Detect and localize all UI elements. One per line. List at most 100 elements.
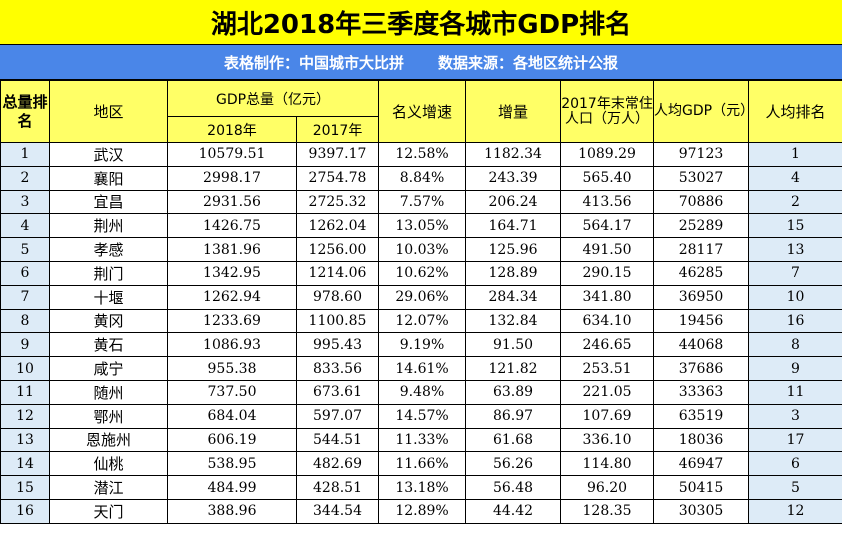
city-cell: 天门	[49, 498, 168, 524]
increase-cell: 125.96	[465, 237, 562, 262]
gdp-2017-cell: 2725.32	[295, 189, 380, 215]
rank-cell: 3	[0, 189, 50, 215]
growth-cell: 12.58%	[378, 142, 467, 167]
increase-cell: 56.26	[465, 451, 562, 477]
gdp-2017-cell: 978.60	[295, 284, 380, 310]
gdp-2018-cell: 1381.96	[167, 237, 297, 262]
gdp-2018-cell: 1233.69	[167, 308, 297, 334]
increase-cell: 164.71	[465, 213, 562, 239]
growth-cell: 8.84%	[378, 165, 467, 191]
table-row: 8 黄冈 1233.69 1100.85 12.07% 132.84 634.10 19456…	[0, 308, 842, 334]
gdp-2017-cell: 544.51	[295, 427, 380, 453]
gdp-2017-cell: 597.07	[295, 403, 380, 429]
per-capita-rank-cell: 15	[748, 213, 842, 239]
table-row: 6 荆门 1342.95 1214.06 10.62% 128.89 290.15 46285…	[0, 260, 842, 286]
rank-cell: 11	[0, 379, 50, 405]
growth-cell: 11.66%	[378, 451, 467, 477]
gdp-2018-cell: 10579.51	[167, 142, 297, 167]
table-row: 13 恩施州 606.19 544.51 11.33% 61.68 336.10 18036 1…	[0, 427, 842, 453]
header-year-2017: 2017年	[295, 116, 380, 143]
rank-cell: 5	[0, 237, 50, 262]
per-capita-gdp-cell: 19456	[653, 308, 750, 334]
growth-cell: 10.62%	[378, 260, 467, 286]
population-cell: 564.17	[560, 213, 655, 239]
gdp-2017-cell: 1256.00	[295, 237, 380, 262]
population-cell: 221.05	[560, 379, 655, 405]
rank-cell: 6	[0, 260, 50, 286]
growth-cell: 13.05%	[378, 213, 467, 239]
gdp-2017-cell: 2754.78	[295, 165, 380, 191]
rank-cell: 4	[0, 213, 50, 239]
table-row: 14 仙桃 538.95 482.69 11.66% 56.26 114.80 46947 6	[0, 451, 842, 477]
population-cell: 253.51	[560, 356, 655, 381]
increase-cell: 63.89	[465, 379, 562, 405]
city-cell: 十堰	[49, 284, 168, 310]
rank-cell: 13	[0, 427, 50, 453]
table-row: 2 襄阳 2998.17 2754.78 8.84% 243.39 565.40 53027 4	[0, 165, 842, 191]
population-cell: 290.15	[560, 260, 655, 286]
increase-cell: 121.82	[465, 356, 562, 381]
per-capita-gdp-cell: 70886	[653, 189, 750, 215]
per-capita-gdp-cell: 25289	[653, 213, 750, 239]
table-body: 1 武汉 10579.51 9397.17 12.58% 1182.34 1089.29 97…	[0, 142, 842, 524]
city-cell: 荆门	[49, 260, 168, 286]
table-row: 3 宜昌 2931.56 2725.32 7.57% 206.24 413.56 70886 2	[0, 189, 842, 215]
table-row: 15 潜江 484.99 428.51 13.18% 56.48 96.20 50415 5	[0, 475, 842, 500]
growth-cell: 14.57%	[378, 403, 467, 429]
rank-cell: 8	[0, 308, 50, 334]
gdp-2018-cell: 538.95	[167, 451, 297, 477]
table-header: 总量排名 地区 GDP总量（亿元） 名义增速 增量 2017年末常住人口（万人）…	[0, 80, 842, 143]
table-row: 5 孝感 1381.96 1256.00 10.03% 125.96 491.50 28117…	[0, 237, 842, 262]
table-row: 12 鄂州 684.04 597.07 14.57% 86.97 107.69 63519 3	[0, 403, 842, 429]
rank-cell: 10	[0, 356, 50, 381]
per-capita-rank-cell: 13	[748, 237, 842, 262]
gdp-2017-cell: 833.56	[295, 356, 380, 381]
growth-cell: 9.19%	[378, 332, 467, 358]
per-capita-rank-cell: 6	[748, 451, 842, 477]
growth-cell: 7.57%	[378, 189, 467, 215]
rank-cell: 12	[0, 403, 50, 429]
city-cell: 鄂州	[49, 403, 168, 429]
per-capita-gdp-cell: 33363	[653, 379, 750, 405]
population-cell: 491.50	[560, 237, 655, 262]
population-cell: 128.35	[560, 498, 655, 524]
page-title: 湖北2018年三季度各城市GDP排名	[0, 0, 842, 45]
gdp-2017-cell: 1262.04	[295, 213, 380, 239]
city-cell: 恩施州	[49, 427, 168, 453]
growth-cell: 13.18%	[378, 475, 467, 500]
rank-cell: 16	[0, 498, 50, 524]
gdp-2018-cell: 484.99	[167, 475, 297, 500]
city-cell: 武汉	[49, 142, 168, 167]
increase-cell: 132.84	[465, 308, 562, 334]
table-maker-note: 表格制作：中国城市大比拼	[223, 53, 404, 72]
gdp-2017-cell: 1100.85	[295, 308, 380, 334]
header-year-2018: 2018年	[167, 116, 297, 143]
increase-cell: 56.48	[465, 475, 562, 500]
gdp-2018-cell: 1426.75	[167, 213, 297, 239]
population-cell: 565.40	[560, 165, 655, 191]
city-cell: 随州	[49, 379, 168, 405]
table-row: 11 随州 737.50 673.61 9.48% 63.89 221.05 33363 11	[0, 379, 842, 405]
gdp-2017-cell: 428.51	[295, 475, 380, 500]
per-capita-rank-cell: 11	[748, 379, 842, 405]
per-capita-gdp-cell: 63519	[653, 403, 750, 429]
population-cell: 413.56	[560, 189, 655, 215]
header-gdp-total: GDP总量（亿元）	[166, 80, 380, 117]
table-row: 4 荆州 1426.75 1262.04 13.05% 164.71 564.17 25289…	[0, 213, 842, 239]
table-row: 16 天门 388.96 344.54 12.89% 44.42 128.35 30305 12	[0, 498, 842, 524]
growth-cell: 12.89%	[378, 498, 467, 524]
per-capita-gdp-cell: 18036	[653, 427, 750, 453]
gdp-2018-cell: 684.04	[167, 403, 297, 429]
data-source-note: 数据来源：各地区统计公报	[438, 53, 619, 72]
city-cell: 咸宁	[49, 356, 168, 381]
rank-cell: 9	[0, 332, 50, 358]
gdp-2018-cell: 1086.93	[167, 332, 297, 358]
increase-cell: 44.42	[465, 498, 562, 524]
gdp-2017-cell: 1214.06	[295, 260, 380, 286]
city-cell: 仙桃	[49, 451, 168, 477]
gdp-2018-cell: 955.38	[167, 356, 297, 381]
rank-cell: 15	[0, 475, 50, 500]
increase-cell: 1182.34	[465, 142, 562, 167]
per-capita-gdp-cell: 37686	[653, 356, 750, 381]
per-capita-gdp-cell: 36950	[653, 284, 750, 310]
